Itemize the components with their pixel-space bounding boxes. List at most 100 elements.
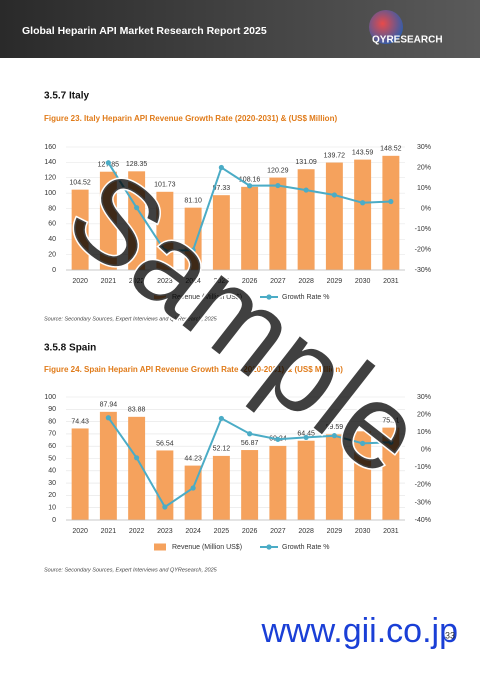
bar	[128, 171, 146, 270]
growth-marker	[275, 436, 281, 442]
bar	[241, 450, 259, 520]
data-label: 128.35	[126, 161, 148, 168]
growth-marker	[275, 182, 281, 189]
data-label: 131.09	[295, 159, 317, 166]
data-label: 139.72	[324, 152, 346, 159]
data-label: 148.52	[380, 146, 402, 153]
growth-marker	[247, 431, 253, 437]
logo-text: QYRESEARCH	[372, 35, 443, 46]
data-label: 52.12	[213, 446, 231, 453]
legend-swatch	[154, 293, 166, 301]
bar	[297, 169, 315, 270]
legend-swatch	[154, 543, 166, 551]
data-label: 101.73	[154, 182, 176, 189]
bar	[212, 195, 230, 270]
x-tick-label: 2021	[101, 278, 117, 285]
y-tick-label: 20	[48, 251, 56, 258]
data-label: 75.11	[382, 417, 399, 424]
legend-label: Growth Rate %	[282, 294, 329, 301]
y2-tick-label: -30%	[415, 267, 431, 274]
data-label: 108.16	[239, 177, 261, 184]
data-label: 81.10	[184, 197, 202, 204]
data-label: 83.88	[128, 407, 146, 414]
legend-swatch	[266, 544, 272, 550]
bar	[269, 445, 287, 520]
bar	[325, 434, 343, 520]
bar	[382, 155, 400, 270]
x-tick-label: 2028	[298, 278, 314, 285]
bar	[382, 427, 400, 520]
source-note: Source: Secondary Sources, Expert Interv…	[44, 316, 218, 322]
x-tick-label: 2024	[185, 528, 201, 535]
y2-tick-label: -10%	[415, 464, 431, 471]
y2-tick-label: 30%	[417, 394, 431, 401]
source-note: Source: Secondary Sources, Expert Interv…	[44, 567, 218, 573]
y2-tick-label: -10%	[415, 226, 431, 233]
y2-tick-label: -20%	[415, 482, 431, 489]
bar	[99, 411, 117, 520]
x-tick-label: 2031	[383, 278, 399, 285]
growth-marker	[331, 192, 337, 198]
legend-swatch	[266, 294, 272, 300]
y2-tick-label: -30%	[415, 499, 431, 506]
data-label: 64.45	[297, 431, 315, 438]
data-label: 69.59	[326, 424, 344, 431]
y2-tick-label: -20%	[415, 246, 431, 253]
y-tick-label: 70	[48, 431, 56, 438]
y-tick-label: 100	[44, 190, 56, 197]
x-tick-label: 2030	[355, 278, 371, 285]
x-tick-label: 2022	[129, 278, 145, 285]
y2-tick-label: 20%	[417, 164, 431, 171]
x-tick-label: 2029	[327, 528, 343, 535]
data-label: 74.43	[71, 418, 89, 425]
legend-label: Revenue (Million US$)	[172, 544, 242, 551]
growth-marker	[388, 198, 394, 205]
growth-marker	[218, 164, 224, 171]
x-tick-label: 2020	[72, 528, 88, 535]
x-tick-label: 2026	[242, 278, 258, 285]
y2-tick-label: -40%	[415, 517, 431, 524]
logo-icon	[369, 10, 403, 44]
y-tick-label: 80	[48, 418, 56, 425]
y-tick-label: 50	[48, 455, 56, 462]
section-heading: 3.5.8 Spain	[44, 343, 96, 354]
y-tick-label: 140	[44, 159, 56, 166]
bar	[269, 177, 287, 270]
y-tick-label: 0	[52, 517, 56, 524]
section-heading: 3.5.7 Italy	[44, 91, 89, 102]
x-tick-label: 2025	[214, 278, 230, 285]
y2-tick-label: 20%	[417, 411, 431, 418]
data-label: 97.33	[213, 185, 231, 192]
figure-caption: Figure 24. Spain Heparin API Revenue Gro…	[44, 365, 343, 374]
growth-marker	[134, 205, 140, 211]
growth-marker	[105, 415, 111, 421]
growth-marker	[303, 434, 309, 441]
bar	[212, 455, 230, 520]
y-tick-label: 60	[48, 443, 56, 450]
charts: 020406080100120140160-30%-20%-10%0%10%20…	[44, 144, 431, 551]
header-title: Global Heparin API Market Research Repor…	[22, 25, 267, 37]
y-tick-label: 10	[48, 505, 56, 512]
growth-marker	[388, 439, 394, 445]
growth-marker	[162, 248, 168, 254]
y-tick-label: 30	[48, 480, 56, 487]
growth-marker	[134, 455, 140, 461]
y-tick-label: 60	[48, 221, 56, 228]
figure-caption: Figure 23. Italy Heparin API Revenue Gro…	[44, 114, 337, 123]
x-tick-label: 2023	[157, 278, 173, 285]
x-tick-label: 2020	[72, 278, 88, 285]
y-tick-label: 160	[44, 144, 56, 151]
x-tick-label: 2024	[185, 278, 201, 285]
bar	[71, 189, 89, 270]
y-tick-label: 100	[44, 394, 56, 401]
bar	[354, 431, 372, 520]
bar	[71, 428, 89, 520]
growth-marker	[303, 187, 309, 193]
legend-label: Revenue (Million US$)	[172, 294, 242, 301]
data-label: 44.23	[184, 455, 202, 462]
x-tick-label: 2021	[101, 528, 117, 535]
y-tick-label: 40	[48, 468, 56, 475]
y-tick-label: 120	[44, 175, 56, 182]
bar	[325, 162, 343, 270]
